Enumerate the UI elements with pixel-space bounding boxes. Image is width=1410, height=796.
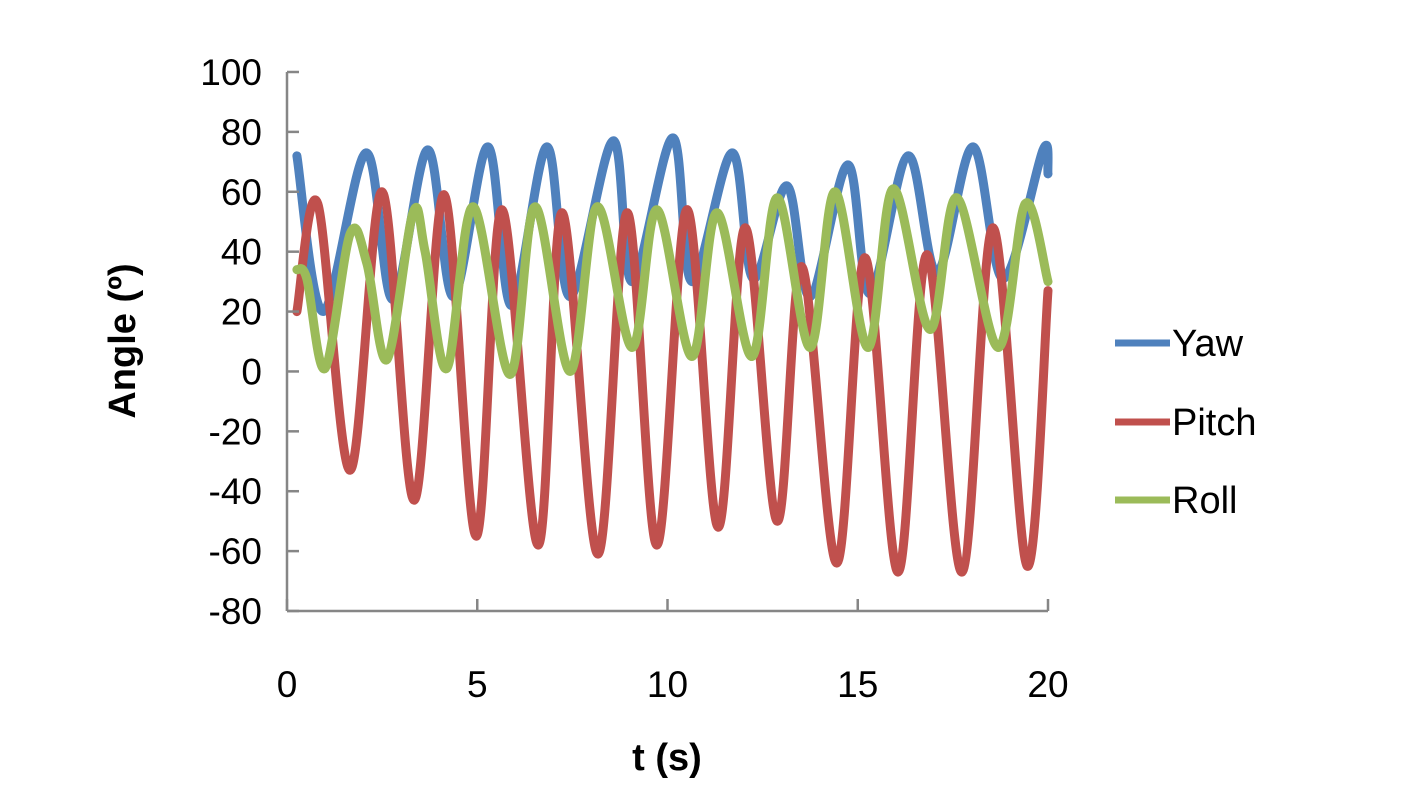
- y-tick-label: -60: [209, 531, 262, 572]
- x-axis-title: t (s): [632, 737, 702, 779]
- y-tick-label: 100: [200, 52, 262, 93]
- y-axis-title: Angle (º): [102, 263, 144, 418]
- y-tick-label: 0: [241, 351, 262, 392]
- y-tick-label: -20: [209, 411, 262, 452]
- x-tick-label: 0: [277, 664, 298, 705]
- legend-item-roll: Roll: [1115, 480, 1237, 522]
- series-line-yaw: [292, 133, 1053, 317]
- x-tick-label: 10: [647, 664, 688, 705]
- x-tick-label: 20: [1027, 664, 1068, 705]
- x-tick-label: 5: [467, 664, 488, 705]
- legend-label-roll: Roll: [1172, 480, 1237, 522]
- y-tick-label: 40: [221, 232, 262, 273]
- y-tick-label: 80: [221, 112, 262, 153]
- legend-label-yaw: Yaw: [1172, 323, 1244, 365]
- legend-item-yaw: Yaw: [1115, 323, 1244, 365]
- x-tick-label: 15: [837, 664, 878, 705]
- legend-item-pitch: Pitch: [1115, 402, 1256, 444]
- tick-labels: 100 80 60 40 20 0 -20 -40 -60 -80 0 5 10 15 20: [200, 52, 1068, 705]
- y-tick-label: -80: [209, 591, 262, 632]
- legend-label-pitch: Pitch: [1172, 402, 1256, 444]
- y-tick-label: -40: [209, 471, 262, 512]
- series-layer: [292, 133, 1053, 577]
- y-tick-label: 60: [221, 172, 262, 213]
- series-line-roll: [292, 184, 1053, 379]
- series-line-pitch: [292, 187, 1053, 577]
- y-tick-label: 20: [221, 292, 262, 333]
- legend: Yaw Pitch Roll: [1115, 323, 1256, 522]
- axes: [285, 70, 1050, 613]
